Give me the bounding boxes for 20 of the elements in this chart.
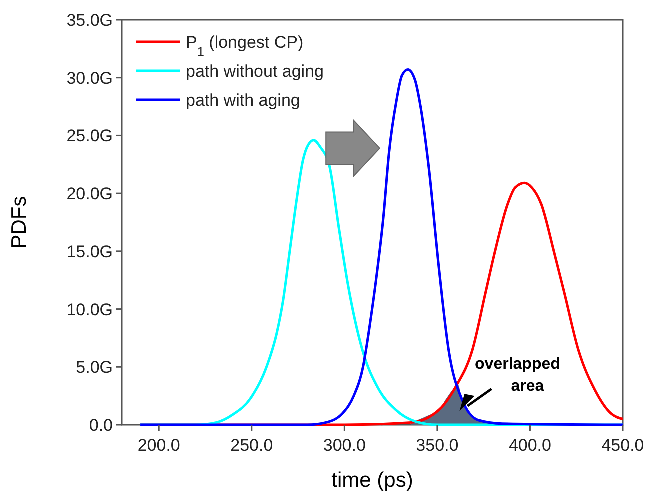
legend-label: path without aging [186, 62, 324, 81]
x-tick-label: 200.0 [138, 436, 180, 455]
y-tick-label: 5.0G [76, 358, 113, 378]
y-tick-label: 0.0 [89, 416, 113, 435]
x-tick-label: 300.0 [323, 436, 366, 455]
x-tick-label: 400.0 [508, 436, 552, 455]
y-tick-label: 20.0G [66, 184, 113, 204]
x-tick-label: 350.0 [416, 436, 459, 455]
x-tick-label: 250.0 [230, 436, 274, 455]
y-tick-label: 35.0G [66, 11, 113, 30]
annotation: overlapped area [475, 356, 560, 396]
legend-label: P$_{1}$ (longest CP) [186, 33, 304, 58]
x-tick-label: 450.0 [602, 436, 644, 455]
y-axis-title: PDFs [8, 196, 31, 249]
y-tick-label: 15.0G [66, 242, 113, 262]
legend-label: path with aging [186, 91, 300, 110]
y-tick-label: 30.0G [66, 68, 113, 88]
y-tick-label: 25.0G [66, 126, 113, 146]
x-axis-title: time (ps) [332, 469, 414, 492]
y-tick-label: 10.0G [66, 300, 113, 320]
